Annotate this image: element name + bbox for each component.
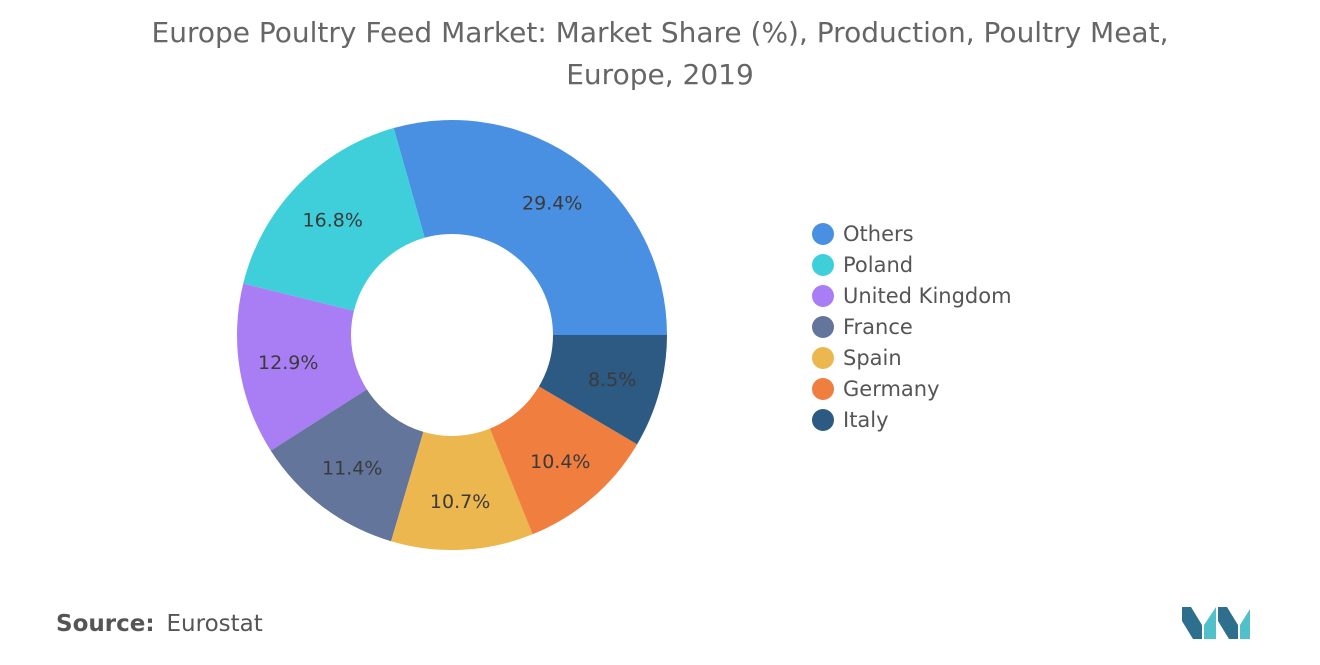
- legend-item-spain: Spain: [812, 342, 1012, 373]
- source-value: Eurostat: [166, 611, 263, 637]
- legend-label: Poland: [843, 252, 914, 277]
- legend-item-poland: Poland: [812, 249, 1012, 280]
- slice-spain: [391, 428, 533, 550]
- legend-swatch: [812, 222, 834, 245]
- legend-label: Spain: [843, 345, 902, 370]
- legend-swatch: [812, 377, 834, 400]
- slice-poland: [243, 128, 425, 311]
- data-label-germany: 10.4%: [530, 451, 590, 473]
- data-label-italy: 8.5%: [588, 369, 636, 391]
- data-label-france: 11.4%: [322, 458, 382, 480]
- legend-swatch: [812, 408, 834, 431]
- legend-swatch: [812, 346, 834, 369]
- legend-item-germany: Germany: [812, 373, 1012, 404]
- data-label-spain: 10.7%: [430, 491, 490, 513]
- legend-swatch: [812, 284, 834, 307]
- legend-label: Italy: [843, 407, 889, 432]
- slice-others: [393, 120, 667, 335]
- legend-swatch: [812, 315, 834, 338]
- chart-legend: Others Poland United Kingdom France Spain Ger…: [812, 218, 1012, 435]
- slice-france: [270, 389, 424, 542]
- legend-item-france: France: [812, 311, 1012, 342]
- legend-label: Others: [843, 221, 914, 246]
- legend-label: United Kingdom: [843, 283, 1012, 308]
- slice-united-kingdom: [237, 283, 367, 451]
- legend-item-italy: Italy: [812, 404, 1012, 435]
- slice-italy: [538, 335, 667, 445]
- legend-swatch: [812, 253, 834, 276]
- legend-label: Germany: [843, 376, 940, 401]
- source-note: Source: Eurostat: [56, 611, 263, 637]
- data-label-poland: 16.8%: [303, 210, 363, 232]
- mordor-intelligence-logo-icon: [1182, 607, 1250, 639]
- legend-label: France: [843, 314, 913, 339]
- chart-title: Europe Poultry Feed Market: Market Share…: [0, 12, 1320, 96]
- chart-title-line-2: Europe, 2019: [566, 58, 754, 91]
- legend-item-united-kingdom: United Kingdom: [812, 280, 1012, 311]
- data-label-united-kingdom: 12.9%: [258, 352, 318, 374]
- legend-item-others: Others: [812, 218, 1012, 249]
- data-label-others: 29.4%: [522, 193, 582, 215]
- chart-title-line-1: Europe Poultry Feed Market: Market Share…: [151, 16, 1169, 49]
- source-label: Source:: [56, 611, 155, 637]
- slice-germany: [489, 386, 638, 535]
